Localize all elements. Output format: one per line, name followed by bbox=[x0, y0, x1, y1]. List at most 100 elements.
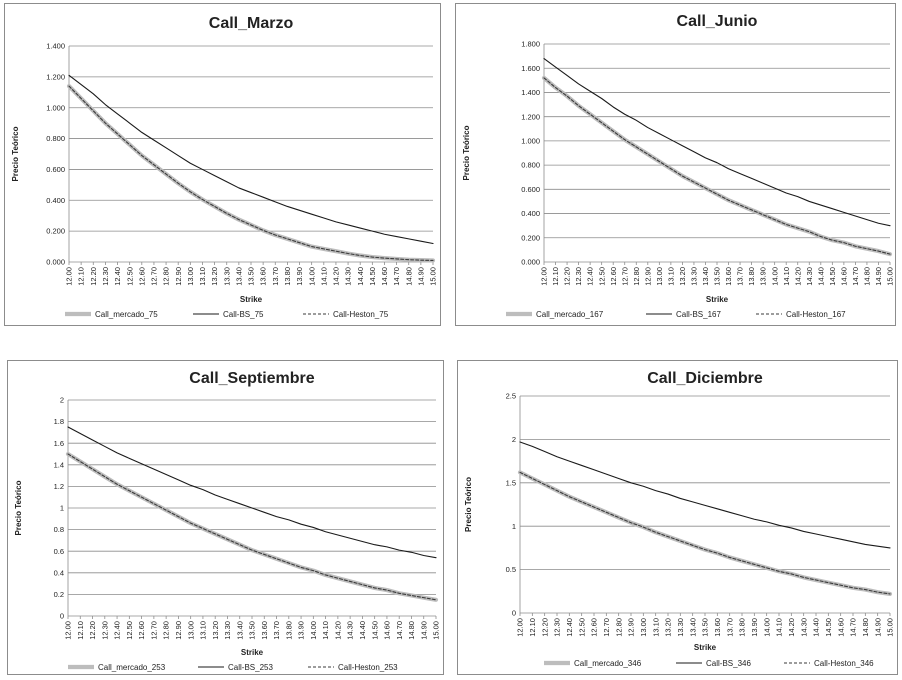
x-tick-label: 12.90 bbox=[643, 267, 652, 286]
chart-marzo: Call_Marzo 0.000 0.200 0.400 0.600 0.800 1.000… bbox=[11, 15, 438, 319]
x-tick-label: 15.00 bbox=[886, 618, 895, 637]
x-tick-label: 13.50 bbox=[247, 267, 256, 286]
x-tick-label: 14.00 bbox=[307, 267, 316, 286]
y-tick-label: 0.200 bbox=[521, 233, 540, 242]
x-tick-label: 12.70 bbox=[150, 267, 159, 286]
x-tick-label: 13.40 bbox=[688, 618, 697, 637]
x-tick-label: 13.10 bbox=[198, 267, 207, 286]
x-tick-label: 12.80 bbox=[162, 621, 171, 640]
y-tick-label: 1.400 bbox=[521, 88, 540, 97]
x-tick-label: 14.00 bbox=[770, 267, 779, 286]
x-tick-label: 14.50 bbox=[368, 267, 377, 286]
x-tick-label: 14.20 bbox=[793, 267, 802, 286]
x-tick-label: 12.40 bbox=[113, 267, 122, 286]
x-tick-label: 12.60 bbox=[137, 267, 146, 286]
x-tick-label: 13.70 bbox=[736, 267, 745, 286]
x-tick-label: 12.20 bbox=[88, 621, 97, 640]
y-axis-title: Precio Teórico bbox=[11, 126, 20, 181]
series-line-market bbox=[517, 470, 893, 596]
x-tick-label: 14.20 bbox=[332, 267, 341, 286]
chart-septiembre: Call_Septiembre 0 0.2 0.4 0.6 0.8 1 1.2 1.4 1.6 1.… bbox=[14, 370, 441, 672]
legend-label-bs: Call-BS_253 bbox=[228, 663, 273, 672]
x-tick-label: 14.40 bbox=[816, 267, 825, 286]
x-tick-label: 13.40 bbox=[235, 621, 244, 640]
y-tick-label: 0.400 bbox=[521, 209, 540, 218]
x-tick-label: 13.40 bbox=[701, 267, 710, 286]
chart-panel-junio: Call_Junio 0.000 0.200 0.400 0.600 0.800 1.000… bbox=[455, 3, 896, 326]
x-tick-label: 12.20 bbox=[540, 618, 549, 637]
y-axis-title: Precio Teórico bbox=[14, 480, 23, 535]
x-tick-label: 14.70 bbox=[395, 621, 404, 640]
x-tick-label: 13.40 bbox=[234, 267, 243, 286]
x-tick-label: 12.70 bbox=[149, 621, 158, 640]
legend-label-bs: Call-BS_346 bbox=[706, 659, 751, 668]
series-line-market bbox=[66, 84, 436, 263]
x-tick-label: 13.10 bbox=[651, 618, 660, 637]
x-tick-label: 14.10 bbox=[782, 267, 791, 286]
series-line-market bbox=[65, 451, 439, 602]
x-tick-label: 12.10 bbox=[76, 621, 85, 640]
x-tick-label: 12.70 bbox=[620, 267, 629, 286]
x-tick-label: 14.80 bbox=[863, 267, 872, 286]
x-tick-label: 14.30 bbox=[805, 267, 814, 286]
chart-diciembre: Call_Diciembre 0 0.5 1 1.5 2 2.5 12.00 12.10 12.2… bbox=[464, 370, 895, 668]
y-tick-label: 1.000 bbox=[46, 103, 65, 112]
y-tick-label: 1.5 bbox=[506, 478, 516, 487]
x-tick-label: 13.10 bbox=[199, 621, 208, 640]
y-tick-label: 2.5 bbox=[506, 392, 516, 401]
y-tick-label: 1.8 bbox=[54, 417, 64, 426]
y-tick-label: 0 bbox=[512, 609, 516, 618]
x-tick-label: 12.50 bbox=[125, 267, 134, 286]
y-tick-label: 1.200 bbox=[46, 72, 65, 81]
y-tick-label: 1 bbox=[60, 504, 64, 513]
series-line-heston bbox=[519, 471, 891, 595]
x-tick-label: 15.00 bbox=[432, 621, 441, 640]
x-tick-label: 13.90 bbox=[295, 267, 304, 286]
x-tick-label: 13.60 bbox=[724, 267, 733, 286]
y-tick-label: 0.800 bbox=[521, 161, 540, 170]
x-tick-label: 12.90 bbox=[627, 618, 636, 637]
x-tick-label: 14.80 bbox=[407, 621, 416, 640]
x-tick-label: 14.90 bbox=[873, 618, 882, 637]
x-tick-label: 13.60 bbox=[259, 267, 268, 286]
y-tick-label: 0.400 bbox=[46, 196, 65, 205]
x-tick-label: 12.30 bbox=[100, 621, 109, 640]
y-tick-label: 0.4 bbox=[54, 568, 64, 577]
legend-label-heston: Call-Heston_346 bbox=[814, 659, 874, 668]
x-tick-label: 15.00 bbox=[886, 267, 895, 286]
x-tick-label: 12.60 bbox=[609, 267, 618, 286]
y-tick-label: 0.800 bbox=[46, 134, 65, 143]
x-tick-label: 13.30 bbox=[690, 267, 699, 286]
y-tick-label: 0.5 bbox=[506, 565, 516, 574]
x-tick-label: 13.00 bbox=[639, 618, 648, 637]
x-tick-label: 13.70 bbox=[272, 621, 281, 640]
legend-label-market: Call_mercado_346 bbox=[574, 659, 642, 668]
x-tick-label: 14.90 bbox=[416, 267, 425, 286]
y-tick-label: 0.6 bbox=[54, 547, 64, 556]
series-line-heston bbox=[67, 453, 437, 601]
x-tick-label: 12.50 bbox=[597, 267, 606, 286]
x-axis-title: Strike bbox=[694, 643, 717, 652]
x-tick-label: 14.30 bbox=[799, 618, 808, 637]
x-tick-label: 12.00 bbox=[516, 618, 525, 637]
legend-label-market: Call_mercado_167 bbox=[536, 310, 604, 319]
series-line-market bbox=[541, 75, 893, 257]
x-tick-label: 13.90 bbox=[759, 267, 768, 286]
x-tick-label: 13.00 bbox=[655, 267, 664, 286]
x-tick-label: 13.80 bbox=[747, 267, 756, 286]
y-tick-label: 1.000 bbox=[521, 136, 540, 145]
y-tick-label: 1 bbox=[512, 522, 516, 531]
x-tick-label: 12.40 bbox=[113, 621, 122, 640]
y-tick-label: 0.8 bbox=[54, 525, 64, 534]
x-tick-label: 12.30 bbox=[101, 267, 110, 286]
x-tick-label: 14.70 bbox=[849, 618, 858, 637]
x-tick-label: 13.20 bbox=[664, 618, 673, 637]
x-tick-label: 12.00 bbox=[64, 621, 73, 640]
x-tick-label: 12.00 bbox=[540, 267, 549, 286]
x-tick-label: 14.30 bbox=[346, 621, 355, 640]
y-tick-label: 0 bbox=[60, 612, 64, 621]
series-line-bs bbox=[68, 74, 434, 245]
x-tick-label: 13.20 bbox=[211, 621, 220, 640]
x-tick-label: 12.30 bbox=[574, 267, 583, 286]
x-axis-title: Strike bbox=[241, 648, 264, 657]
